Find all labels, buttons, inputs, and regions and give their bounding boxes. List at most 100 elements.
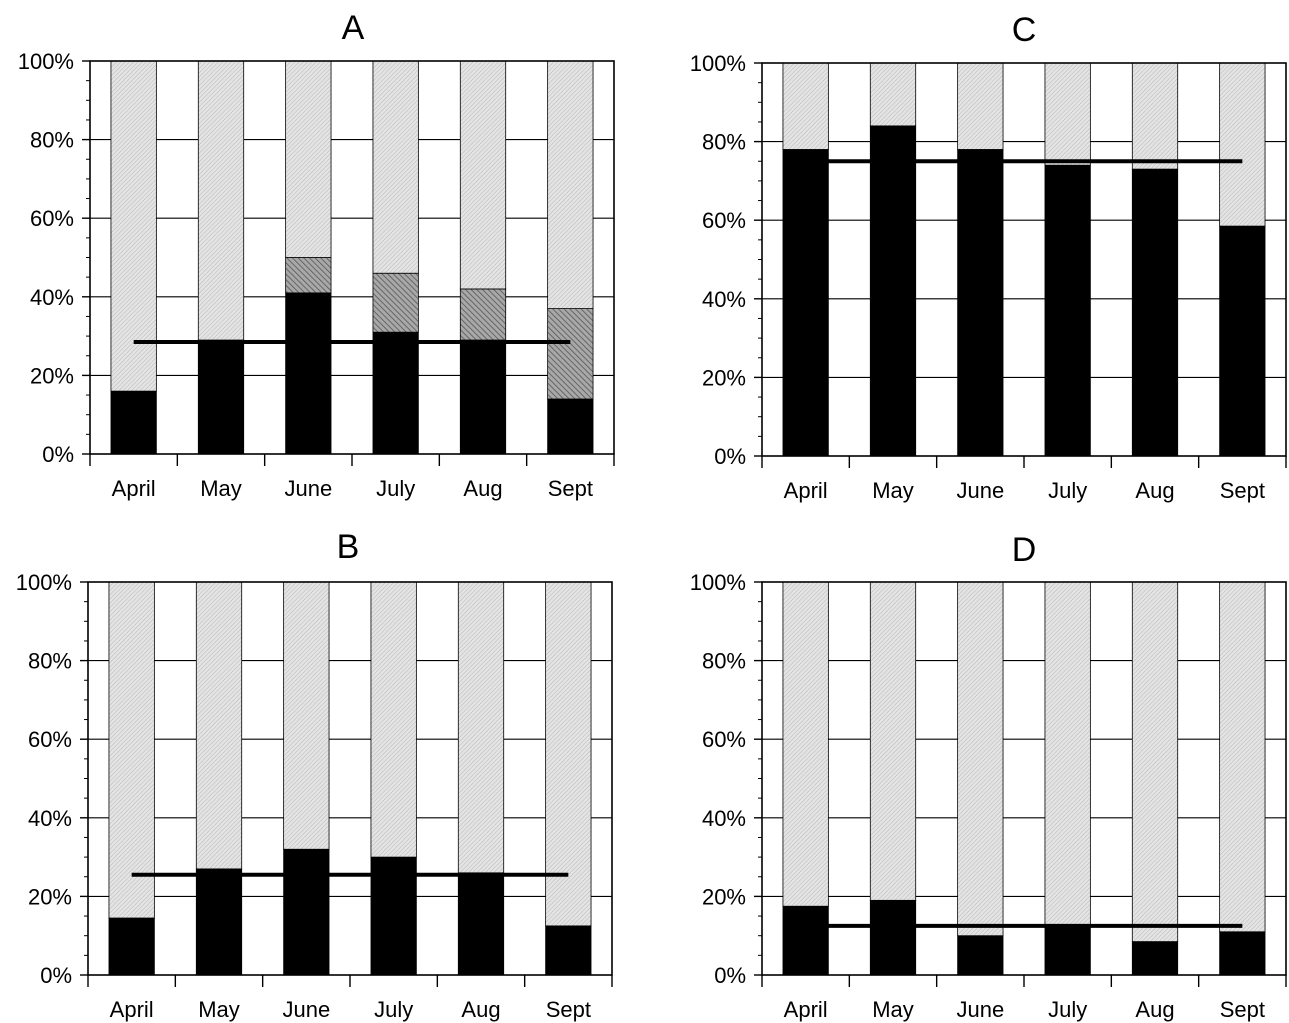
bar-segment-black [285, 292, 332, 455]
bar-segment-light [195, 581, 243, 870]
panel-b: B 0% 20% 40% 60% 80% 100% April May June July Aug S… [16, 528, 613, 1022]
bar-segment-black [545, 925, 592, 976]
x-tick-label: June [956, 997, 1004, 1022]
plot-frame [761, 62, 1287, 457]
bar-segment-black [869, 125, 917, 457]
bar-segment-black [1219, 931, 1266, 976]
y-tick-label: 60% [28, 727, 72, 752]
x-tick-label: May [872, 478, 914, 503]
bar-segment-light [1131, 62, 1179, 170]
x-tick-label: Sept [1220, 478, 1265, 503]
x-tick-label: July [1048, 997, 1087, 1022]
bar-segment-black [195, 868, 243, 976]
x-tick-label: June [282, 997, 330, 1022]
bar-segment-black [283, 848, 330, 976]
bar-segment-light [108, 581, 155, 919]
panel-c-plot: 0% 20% 40% 60% 80% 100% April May June July Aug Sep… [690, 51, 1287, 503]
bar-segment-black [459, 339, 507, 455]
panel-b-title: B [337, 528, 360, 566]
x-tick-label: Aug [1135, 997, 1174, 1022]
bar-segment-light [372, 60, 419, 274]
y-tick-label: 40% [702, 806, 746, 831]
y-tick-label: 0% [714, 444, 746, 469]
bar-segment-black [869, 899, 917, 976]
bar-segment-black [457, 872, 505, 976]
panel-a-title: A [342, 9, 365, 47]
bar-segment-black [782, 905, 829, 976]
x-tick-label: Sept [546, 997, 591, 1022]
bar-segment-light [782, 62, 829, 150]
bar-segment-light [1044, 62, 1091, 166]
x-tick-label: July [374, 997, 413, 1022]
bar-segment-black [197, 339, 245, 455]
bar-segment-light [283, 581, 330, 850]
y-tick-label: 60% [702, 208, 746, 233]
bar-segment-black [547, 398, 594, 455]
y-tick-label: 0% [40, 963, 72, 988]
bar-segment-hatched [285, 257, 332, 294]
y-tick-label: 100% [18, 49, 74, 74]
bar-segment-hatched [372, 272, 419, 333]
bar-segment-black [957, 149, 1004, 457]
y-tick-label: 40% [30, 285, 74, 310]
y-tick-label: 0% [42, 442, 74, 467]
panel-a-plot: 0% 20% 40% 60% 80% 100% April May June July Aug Sep… [18, 49, 615, 501]
bar-segment-black [957, 935, 1004, 976]
x-tick-label: Aug [461, 997, 500, 1022]
panel-d-plot: 0% 20% 40% 60% 80% 100% April May June July Aug Sep… [690, 570, 1287, 1022]
bar-segment-light [547, 60, 594, 309]
y-tick-label: 20% [30, 363, 74, 388]
y-tick-label: 60% [702, 727, 746, 752]
panel-d-title: D [1012, 531, 1037, 569]
plot-frame [87, 581, 613, 976]
y-tick-label: 100% [16, 570, 72, 595]
y-tick-label: 80% [702, 649, 746, 674]
y-tick-label: 80% [28, 649, 72, 674]
y-tick-label: 20% [702, 365, 746, 390]
bar-segment-light [957, 62, 1004, 150]
x-tick-label: June [956, 478, 1004, 503]
bar-segment-light [782, 581, 829, 907]
bar-segment-black [1131, 168, 1179, 457]
bar-segment-black [1044, 927, 1091, 976]
panel-c: C 0% 20% 40% 60% 80% 100% April May June July Aug S… [690, 11, 1287, 503]
y-tick-label: 40% [702, 287, 746, 312]
x-tick-label: May [198, 997, 240, 1022]
y-tick-label: 20% [702, 884, 746, 909]
bar-segment-light [457, 581, 505, 874]
bar-segment-light [370, 581, 417, 858]
bar-segment-light [545, 581, 592, 927]
y-tick-label: 100% [690, 570, 746, 595]
bar-segment-black [1219, 225, 1266, 457]
panel-a: A 0% 20% 40% 60% 80% 100% April May June July Aug S… [18, 9, 615, 501]
x-tick-label: May [200, 476, 242, 501]
y-tick-label: 60% [30, 206, 74, 231]
bar-segment-light [285, 60, 332, 258]
y-tick-label: 100% [690, 51, 746, 76]
bar-segment-black [372, 331, 419, 455]
y-tick-label: 40% [28, 806, 72, 831]
bar-segment-black [108, 917, 155, 976]
panel-c-title: C [1012, 11, 1037, 49]
bar-segment-light [1131, 581, 1179, 942]
x-tick-label: April [784, 478, 828, 503]
y-tick-label: 80% [30, 128, 74, 153]
bar-segment-light [869, 62, 917, 127]
bar-segment-light [197, 60, 245, 341]
x-tick-label: Sept [1220, 997, 1265, 1022]
y-tick-label: 20% [28, 884, 72, 909]
x-tick-label: April [112, 476, 156, 501]
bar-segment-hatched [459, 288, 507, 341]
bar-segment-light [459, 60, 507, 290]
y-tick-label: 0% [714, 963, 746, 988]
x-tick-label: July [376, 476, 415, 501]
panel-b-plot: 0% 20% 40% 60% 80% 100% April May June July Aug Sep… [16, 570, 613, 1022]
plot-frame [761, 581, 1287, 976]
x-tick-label: April [110, 997, 154, 1022]
bar-segment-light [869, 581, 917, 901]
bar-segment-black [1131, 941, 1179, 976]
bar-segment-black [110, 390, 157, 455]
x-tick-label: April [784, 997, 828, 1022]
bar-segment-light [1219, 62, 1266, 227]
